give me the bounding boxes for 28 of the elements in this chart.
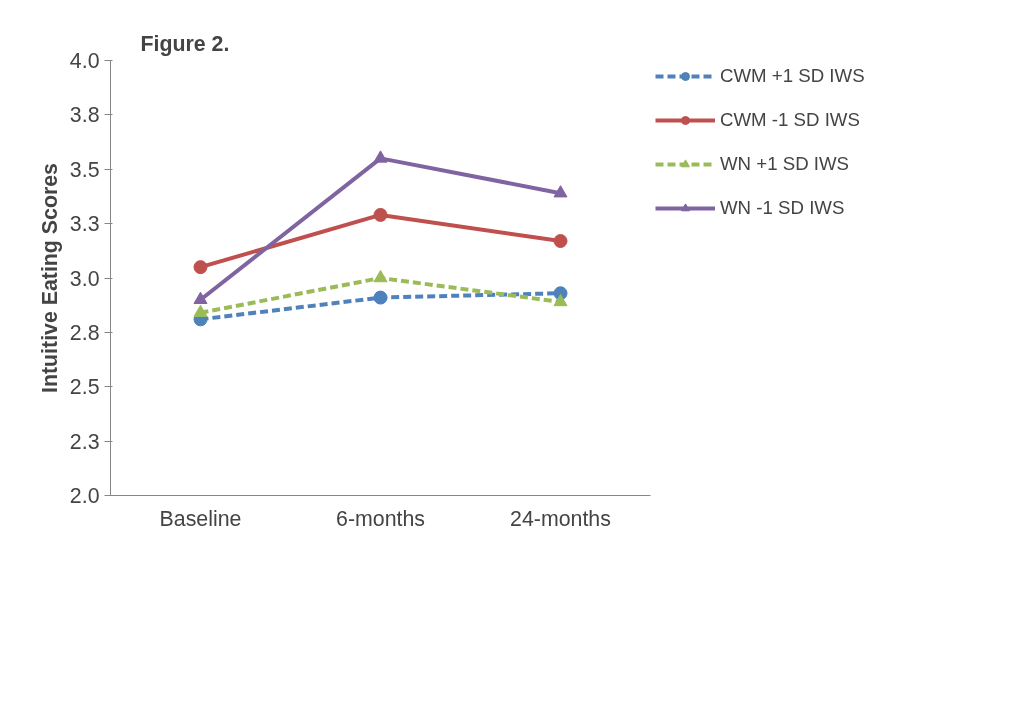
point <box>373 207 388 222</box>
legend-label: CWM -1 SD IWS <box>720 109 860 131</box>
y-tick-label: 4.0 <box>69 49 100 73</box>
y-tick-label: 3.8 <box>69 103 100 128</box>
point <box>553 234 568 249</box>
x-tick-label: Baseline <box>159 506 242 531</box>
point <box>553 293 568 307</box>
y-tick-label: 3.3 <box>69 212 100 237</box>
y-tick-label: 3.0 <box>69 266 100 291</box>
y-tick-label: 2.5 <box>69 375 100 400</box>
y-axis-title: Intuitive Eating Scores <box>37 163 62 393</box>
point <box>193 304 208 318</box>
legend-label: WN +1 SD IWS <box>720 153 850 175</box>
point <box>373 269 388 283</box>
point <box>553 185 568 198</box>
point <box>193 260 208 275</box>
y-tick-label: 2.3 <box>69 429 100 454</box>
y-tick-label: 2.0 <box>69 484 100 508</box>
y-tick-label: 2.8 <box>69 320 100 345</box>
legend-label: WN -1 SD IWS <box>720 197 845 219</box>
x-tick-label: 6-months <box>336 506 425 531</box>
point <box>193 291 208 304</box>
legend-label: CWM +1 SD IWS <box>720 65 865 87</box>
chart-title: Figure 2. <box>140 31 230 56</box>
x-tick-label: 24-months <box>510 506 611 531</box>
y-tick-label: 3.5 <box>69 157 100 182</box>
point <box>373 150 388 163</box>
point <box>373 290 388 305</box>
